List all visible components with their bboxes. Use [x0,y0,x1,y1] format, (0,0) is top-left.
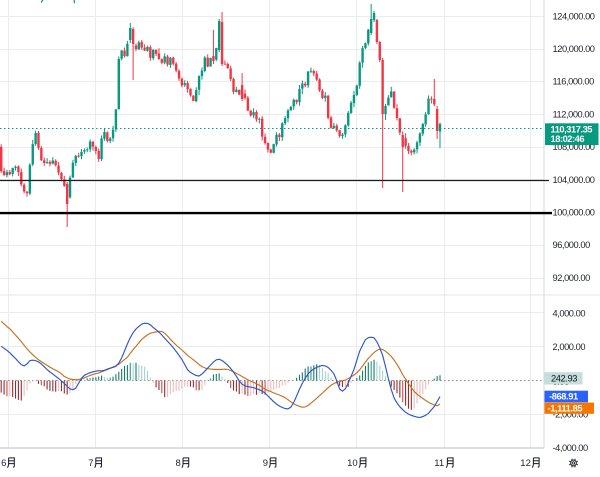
svg-text:-4,000.00: -4,000.00 [553,443,589,453]
svg-text:4,000.00: 4,000.00 [553,308,586,318]
svg-text:10: 10 [347,458,358,469]
svg-text:2,000.00: 2,000.00 [553,342,586,352]
svg-text:92,000.00: 92,000.00 [553,273,591,283]
svg-text:112,000.00: 112,000.00 [553,109,595,119]
svg-text:110,317.35: 110,317.35 [551,124,593,134]
svg-text:100,000.00: 100,000.00 [553,208,595,218]
svg-text:12: 12 [520,458,531,469]
svg-text:96,000.00: 96,000.00 [553,240,591,250]
svg-text:242.93: 242.93 [551,373,577,383]
svg-text:8: 8 [176,458,181,469]
svg-text:6: 6 [1,458,6,469]
svg-text:18:02:46: 18:02:46 [551,134,585,144]
svg-text:-868.91: -868.91 [549,392,578,402]
svg-text:104,000.00: 104,000.00 [553,175,595,185]
svg-text:11: 11 [434,458,444,469]
svg-text:-1,111.85: -1,111.85 [548,403,583,413]
svg-text:116,000.00: 116,000.00 [553,77,595,87]
svg-text:9: 9 [263,458,268,469]
svg-text:7: 7 [88,458,93,469]
svg-text:120,000.00: 120,000.00 [553,44,595,54]
svg-text:124,000.00: 124,000.00 [553,11,595,21]
